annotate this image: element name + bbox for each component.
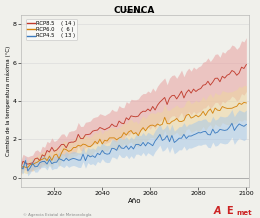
Text: A: A <box>213 206 221 216</box>
Text: © Agencia Estatal de Meteorología: © Agencia Estatal de Meteorología <box>23 213 92 217</box>
Y-axis label: Cambio de la temperatura máxima (°C): Cambio de la temperatura máxima (°C) <box>5 46 11 156</box>
Text: met: met <box>237 210 252 216</box>
Text: ANUAL: ANUAL <box>124 9 145 14</box>
Legend: RCP8.5    ( 14 ), RCP6.0    (  6 ), RCP4.5    ( 13 ): RCP8.5 ( 14 ), RCP6.0 ( 6 ), RCP4.5 ( 13… <box>25 19 77 40</box>
Title: CUENCA: CUENCA <box>114 5 155 15</box>
Text: E: E <box>226 206 233 216</box>
X-axis label: Año: Año <box>128 198 141 204</box>
